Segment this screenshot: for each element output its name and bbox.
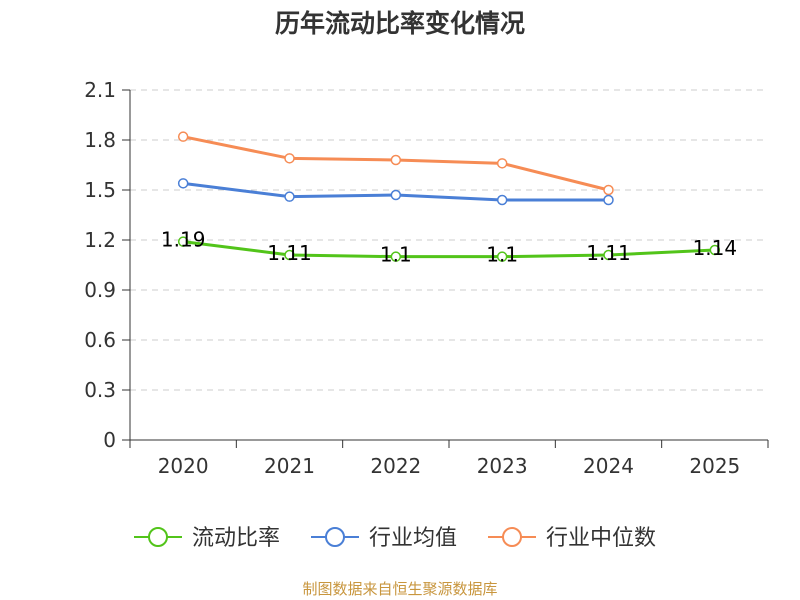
chart-title: 历年流动比率变化情况 xyxy=(274,9,525,38)
x-tick-label: 2024 xyxy=(583,454,634,478)
source-note: 制图数据来自恒生聚源数据库 xyxy=(302,580,498,598)
data-point xyxy=(390,251,402,262)
data-point xyxy=(177,131,189,142)
data-point xyxy=(496,158,508,169)
x-tick-label: 2020 xyxy=(158,454,209,478)
data-point xyxy=(709,244,721,256)
data-point xyxy=(390,154,402,166)
data-point xyxy=(496,251,508,262)
legend-marker xyxy=(148,527,168,547)
data-point xyxy=(603,249,614,261)
legend: 流动比率 行业均值 行业中位数 xyxy=(134,526,656,551)
legend-label: 行业中位数 xyxy=(546,526,656,551)
legend-label: 行业均值 xyxy=(369,526,457,551)
data-label: 1.1 xyxy=(486,243,518,267)
data-labels: 1.19 1.11 1.1 1.1 1.11 1.14 xyxy=(161,228,737,267)
legend-marker xyxy=(325,527,345,547)
data-point xyxy=(390,189,402,201)
data-point xyxy=(496,194,508,206)
legend-item-3: 行业中位数 xyxy=(488,526,656,551)
series xyxy=(177,131,721,262)
data-label: 1.11 xyxy=(267,241,312,265)
data-point xyxy=(603,194,614,206)
data-point xyxy=(284,153,295,164)
axes: 0 0.3 0.6 0.9 1.2 1.5 1.8 2.1 2020 2021 2022 2023 20… xyxy=(84,78,769,478)
legend-marker xyxy=(502,527,522,547)
data-point xyxy=(177,236,189,247)
series-line-1 xyxy=(181,240,717,259)
y-tick-label: 1.8 xyxy=(84,128,116,152)
legend-item-2: 行业均值 xyxy=(311,526,457,551)
legend-label: 流动比率 xyxy=(192,526,280,551)
data-point xyxy=(177,178,189,189)
data-label: 1.19 xyxy=(161,228,206,252)
data-point xyxy=(284,249,295,261)
data-label: 1.11 xyxy=(586,241,631,265)
y-tick-label: 0.6 xyxy=(84,328,116,352)
x-tick-label: 2022 xyxy=(370,454,421,478)
x-tick-label: 2025 xyxy=(689,454,740,478)
y-tick-label: 2.1 xyxy=(84,78,116,102)
x-tick-label: 2023 xyxy=(477,454,528,478)
data-point xyxy=(284,191,295,202)
data-label: 1.14 xyxy=(693,236,738,260)
y-tick-label: 1.5 xyxy=(84,178,116,202)
y-tick-label: 0 xyxy=(103,428,116,452)
y-tick-label: 0.3 xyxy=(84,378,116,402)
grid-lines xyxy=(130,89,768,391)
y-tick-label: 1.2 xyxy=(84,228,116,252)
legend-item-1: 流动比率 xyxy=(134,526,280,551)
x-tick-label: 2021 xyxy=(264,454,315,478)
data-label: 1.1 xyxy=(380,243,412,267)
y-tick-label: 0.9 xyxy=(84,278,116,302)
data-point xyxy=(603,184,614,196)
